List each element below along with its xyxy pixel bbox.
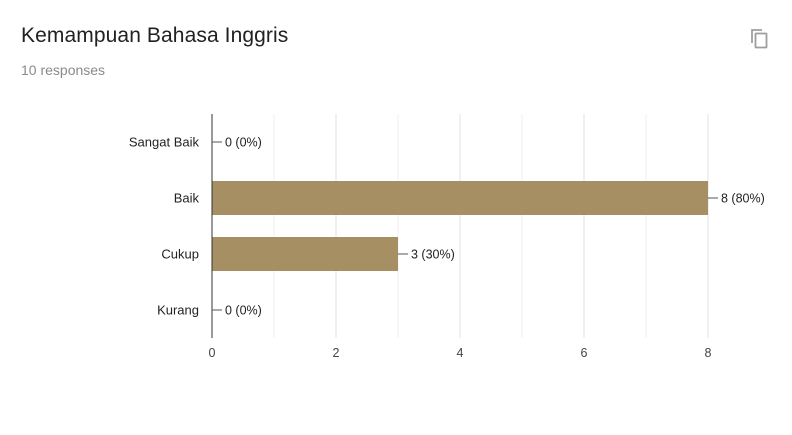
x-tick-label: 4 [457,346,464,360]
x-tick-label: 6 [581,346,588,360]
category-label: Kurang [157,303,199,318]
response-count: 10 responses [21,62,106,78]
data-label: 8 (80%) [721,192,765,206]
x-tick-label: 8 [705,346,712,360]
category-label: Cukup [161,247,199,262]
data-label: 3 (30%) [411,248,455,262]
x-tick-label: 2 [333,346,340,360]
gridlines [273,114,709,338]
data-label: 0 (0%) [225,304,262,318]
category-label: Baik [174,191,200,206]
copy-icon [751,29,768,49]
copy-chart-button[interactable] [744,24,774,54]
x-tick-labels: 0 2 4 6 8 [209,346,712,360]
category-label: Sangat Baik [129,135,200,150]
x-tick-label: 0 [209,346,216,360]
bar [212,237,398,271]
category-labels: Sangat Baik Baik Cukup Kurang [129,135,200,318]
bar [212,181,708,215]
data-labels: 0 (0%) 8 (80%) 3 (30%) 0 (0%) [212,136,765,318]
chart-title: Kemampuan Bahasa Inggris [21,24,289,47]
bars [212,181,708,271]
data-label: 0 (0%) [225,136,262,150]
